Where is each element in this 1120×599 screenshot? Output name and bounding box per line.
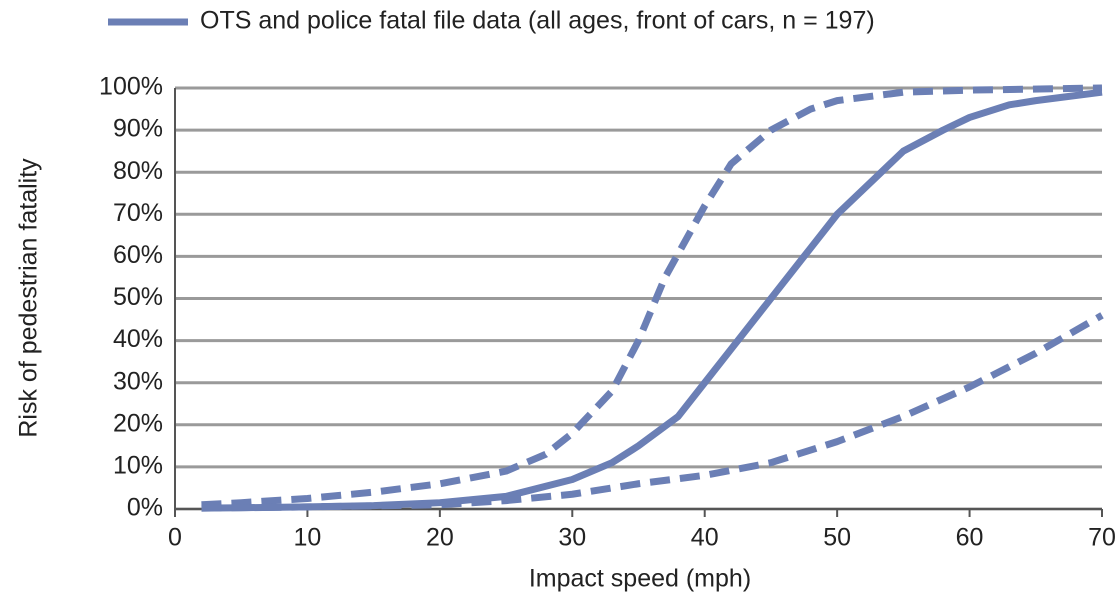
y-tick-label: 80% [113,157,163,185]
x-tick-label: 20 [426,524,454,552]
x-tick-label: 0 [168,524,182,552]
x-tick-label: 10 [294,524,322,552]
y-tick-label: 10% [113,452,163,480]
y-tick-label: 90% [113,115,163,143]
x-tick-label: 40 [691,524,719,552]
y-tick-label: 20% [113,409,163,437]
y-tick-label: 0% [127,494,163,522]
y-tick-label: 70% [113,199,163,227]
y-tick-label: 60% [113,241,163,269]
y-tick-label: 100% [99,73,163,101]
x-tick-label: 70 [1088,524,1116,552]
x-tick-label: 60 [956,524,984,552]
y-tick-label: 50% [113,283,163,311]
x-axis-label: Impact speed (mph) [529,565,751,593]
x-tick-label: 30 [558,524,586,552]
y-tick-label: 30% [113,367,163,395]
series-line [201,88,1103,512]
y-axis-label: Risk of pedestrian fatality [15,158,43,438]
series-line [201,312,1104,512]
legend-label: OTS and police fatal file data (all ages… [200,7,875,35]
x-tick-label: 50 [823,524,851,552]
series-line [201,84,1103,509]
y-tick-label: 40% [113,325,163,353]
